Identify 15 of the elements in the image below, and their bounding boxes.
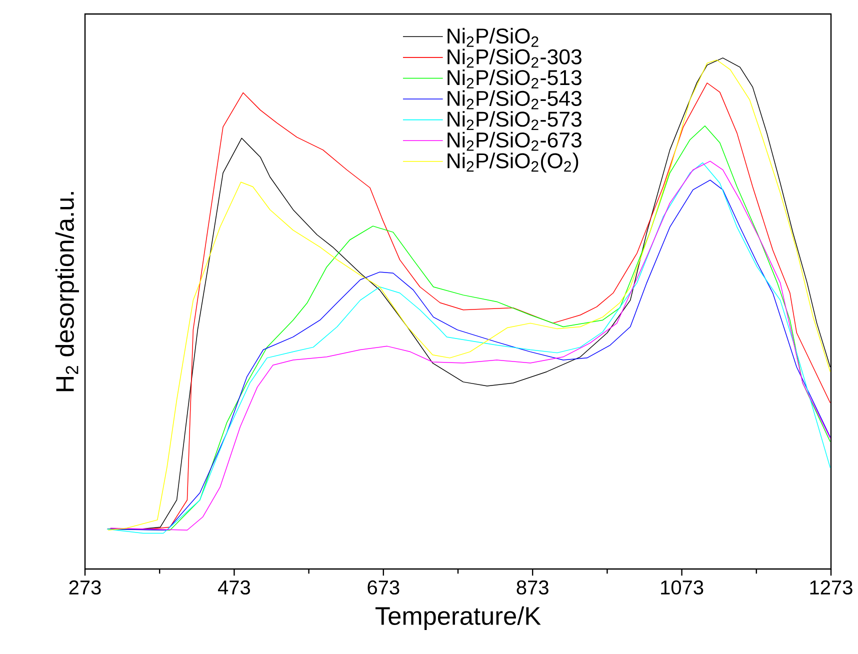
y-axis-title: H$_{2}$ desorption/a.u. — [55, 192, 79, 392]
x-tick-label: 1273 — [810, 580, 852, 595]
legend-label: Ni$_{2}$P/SiO$_{2}$-573 — [448, 111, 582, 130]
x-axis-title: Temperature/K — [375, 606, 541, 630]
legend-label: Ni$_{2}$P/SiO$_{2}$-543 — [448, 90, 582, 110]
legend-label: Ni$_{2}$P/SiO$_{2}$ — [448, 28, 538, 47]
x-tick-label: 673 — [368, 580, 400, 595]
x-tick-label: 873 — [516, 580, 548, 595]
legend-label: Ni$_{2}$P/SiO$_{2}$(O$_{2}$) — [448, 152, 578, 173]
legend-label: Ni$_{2}$P/SiO$_{2}$-513 — [448, 70, 582, 88]
x-tick-label: 473 — [218, 580, 250, 595]
x-tick-label: 1073 — [661, 580, 704, 595]
x-tick-label: 273 — [69, 580, 101, 595]
legend-label: Ni$_{2}$P/SiO$_{2}$-303 — [448, 48, 582, 68]
legend-label: Ni$_{2}$P/SiO$_{2}$-673 — [448, 132, 582, 151]
